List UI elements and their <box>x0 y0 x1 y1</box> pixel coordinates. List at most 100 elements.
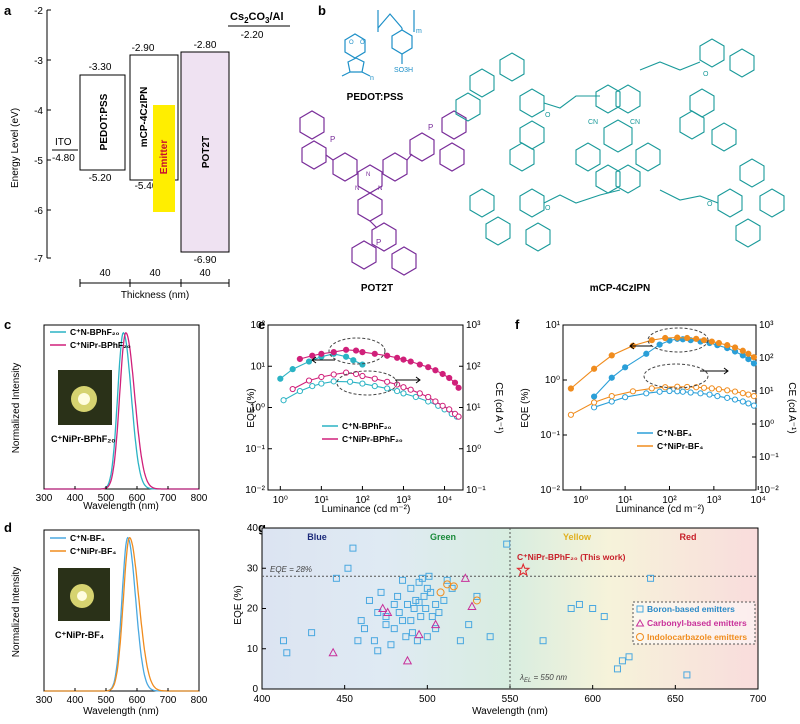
data-point <box>750 393 758 400</box>
data-point <box>350 357 357 364</box>
data-point <box>412 393 419 401</box>
data-point <box>289 385 296 393</box>
panel-e-xlabel: Luminance (cd m⁻²) <box>322 504 411 515</box>
ito-label: ITO <box>55 137 72 148</box>
data-point <box>318 380 325 387</box>
panel-a-ytick: -2 <box>34 6 43 17</box>
data-point <box>745 400 752 407</box>
data-point <box>708 338 715 345</box>
data-point <box>674 334 681 341</box>
scatter-point-boron <box>374 609 382 617</box>
panel-c-xlabel: Wavelength (nm) <box>83 501 159 512</box>
data-point <box>318 350 325 357</box>
x-tick-label: 500 <box>98 493 115 504</box>
y2-tick-label: 10¹ <box>466 403 481 414</box>
this-work-star-marker <box>516 562 531 577</box>
y2-tick-label: 10⁻¹ <box>759 452 779 463</box>
scatter-point-boron <box>370 637 378 645</box>
scatter-point-carbonyl <box>328 647 338 657</box>
legend-label-d2: C⁺NiPr-BF₄ <box>70 546 116 556</box>
panel-g-ticks: 400 450 500 550 600 650 700 0 10 20 30 40 <box>247 523 767 705</box>
mcp-structure <box>455 38 785 252</box>
data-point <box>693 335 700 342</box>
data-point <box>629 388 637 395</box>
data-point <box>342 346 350 353</box>
data-point <box>359 380 366 387</box>
scatter-point-indolocarbazole <box>472 596 481 605</box>
data-point <box>608 352 615 359</box>
x-tick-label: 700 <box>750 694 767 705</box>
y2-tick-label: 10¹ <box>759 386 774 397</box>
scatter-point-boron <box>390 625 398 633</box>
scatter-point-boron <box>420 592 428 600</box>
panel-letter-e: e <box>258 317 265 332</box>
scatter-point-boron <box>473 592 481 600</box>
data-point <box>662 334 669 342</box>
data-point <box>407 386 414 393</box>
x-tick-label: 10⁴ <box>751 495 766 506</box>
data-point <box>309 352 316 359</box>
x-tick-label: 300 <box>36 493 53 504</box>
panel-a-xlabel: Thickness (nm) <box>121 290 189 301</box>
data-point <box>591 393 598 400</box>
mcp-bottom-value: -5.40 <box>135 181 158 192</box>
scatter-point-boron <box>647 574 655 582</box>
panel-c: c Normalized Intensity 300 400 500 600 700 80… <box>4 317 208 512</box>
panel-f-ylabel2: CE (cd A⁻¹) <box>786 382 797 433</box>
scatter-point-boron <box>399 617 407 625</box>
scatter-point-boron <box>399 576 407 584</box>
scatter-point-boron <box>600 613 608 621</box>
highlight-ellipse <box>647 327 709 353</box>
y-tick-label: 10⁻² <box>540 485 560 496</box>
scatter-point-carbonyl <box>467 601 477 610</box>
panel-a-ylabel: Energy Level (eV) <box>10 108 21 188</box>
y-tick-label: 10 <box>247 644 259 655</box>
scatter-point-boron <box>377 588 385 596</box>
scatter-point-boron <box>418 574 426 582</box>
mcp-layer-label: mCP-4CzIPN <box>139 87 150 148</box>
y2-tick-label: 10⁻¹ <box>466 485 486 496</box>
y-tick-label: 10⁰ <box>545 375 560 386</box>
data-point <box>371 383 378 390</box>
panel-letter-b: b <box>318 3 326 18</box>
scatter-point-boron <box>279 637 287 645</box>
panel-e-ylabel2: CE (cd A⁻¹) <box>493 382 504 433</box>
data-point <box>656 388 663 395</box>
legend-label-carbonyl: Carbonyl-based emitters <box>647 618 747 628</box>
scatter-point-boron <box>354 637 362 645</box>
data-point <box>750 360 758 367</box>
scatter-point-boron <box>539 637 547 645</box>
panel-f-ylabel: EQE (%) <box>520 388 531 427</box>
panel-d: d Normalized Intensity 300 400 500 600 700 80… <box>4 520 208 717</box>
pot2t-p-atom: P <box>428 123 433 132</box>
panel-e-plot <box>277 346 462 420</box>
scatter-point-boron <box>567 605 575 612</box>
mcp-o-atom: O <box>707 201 713 208</box>
data-point <box>674 383 681 390</box>
data-point <box>342 369 350 376</box>
panel-f-plot <box>567 334 758 418</box>
pedot-layer <box>79 74 126 171</box>
data-point <box>648 337 655 344</box>
mcp-name: mCP-4CzIPN <box>590 283 651 294</box>
data-point <box>750 354 758 361</box>
data-point <box>305 358 313 365</box>
data-point <box>724 387 731 394</box>
y2-tick-label: 10⁰ <box>759 419 774 430</box>
data-point <box>731 344 739 351</box>
data-point <box>731 396 739 403</box>
legend-marker-square <box>636 605 644 613</box>
data-point <box>608 393 615 400</box>
pedot-n-subscript: n <box>370 75 374 82</box>
panel-g-plot <box>279 540 691 679</box>
x-tick-label: 10¹ <box>618 495 633 506</box>
scatter-point-indolocarbazole <box>436 588 445 597</box>
scatter-point-boron <box>456 637 464 645</box>
data-point <box>330 371 337 378</box>
panel-c-frame <box>43 324 200 490</box>
pot2t-layer-label: POT2T <box>201 136 212 168</box>
y2-tick-label: 10⁰ <box>466 444 481 455</box>
x-tick-label: 800 <box>191 695 208 706</box>
x-tick-label: 10⁴ <box>437 495 452 506</box>
legend-label-d1: C⁺N-BF₄ <box>70 533 105 543</box>
